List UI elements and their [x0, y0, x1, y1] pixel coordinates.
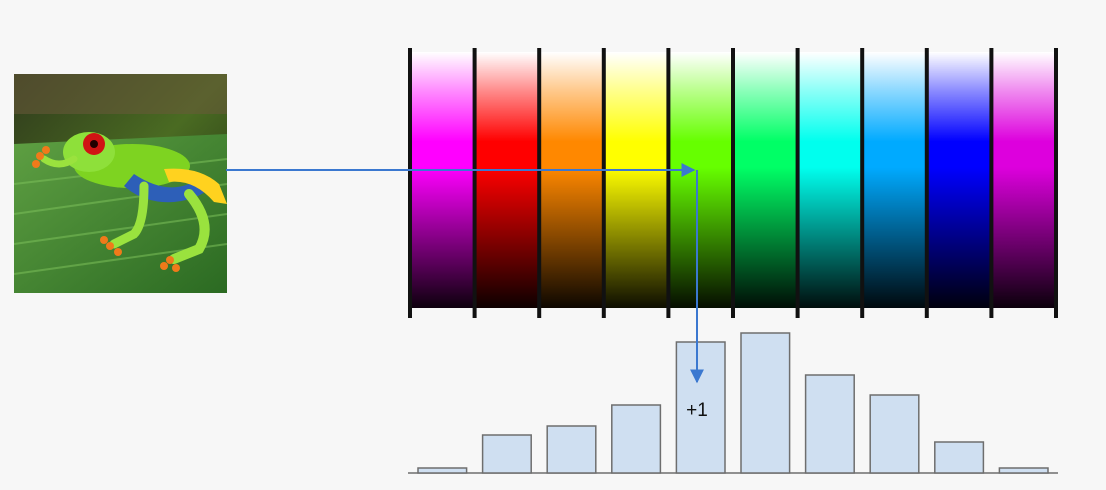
- histogram: [417, 332, 1049, 474]
- histogram-bar-6: [740, 332, 791, 474]
- histogram-bar-9: [934, 441, 985, 474]
- histogram-bar-10: [998, 467, 1049, 474]
- histogram-bar-7: [804, 374, 855, 474]
- histogram-bar-5: [675, 341, 726, 474]
- histogram-bar-8: [869, 394, 920, 474]
- tree-frog-photo-icon: [14, 74, 227, 293]
- histogram-bar-3: [546, 425, 597, 474]
- increment-label: +1: [686, 400, 708, 421]
- histogram-bar-2: [481, 434, 532, 474]
- bin-dividers: [408, 48, 1058, 318]
- histogram-bar-1: [417, 467, 468, 474]
- frog-photo: [14, 74, 227, 293]
- histogram-bar-4: [611, 404, 662, 474]
